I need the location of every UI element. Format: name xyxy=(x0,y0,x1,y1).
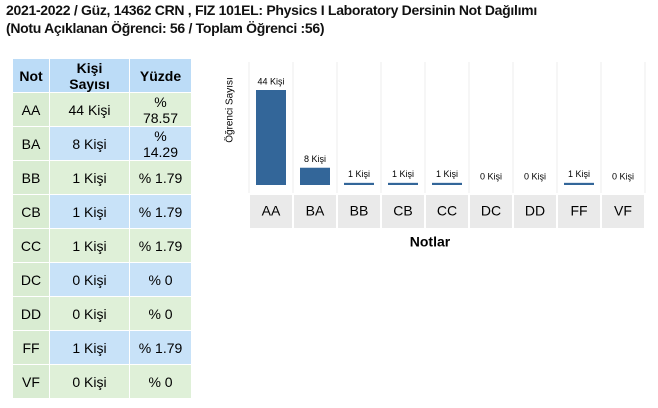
table-row: DD 0 Kişi% 0 xyxy=(12,296,192,331)
bar xyxy=(388,182,418,185)
bar xyxy=(344,182,374,185)
cell: % 1.79 xyxy=(129,330,192,365)
bar-category-box xyxy=(382,195,424,228)
bar xyxy=(256,90,286,185)
value-label: 0 Kişi xyxy=(480,171,502,181)
x-tick-label: BA xyxy=(306,203,325,219)
x-tick-label: DD xyxy=(525,203,545,219)
cell: % 1.79 xyxy=(129,228,192,263)
cell: 44 Kişi xyxy=(49,92,130,127)
bar xyxy=(300,167,330,185)
title: 2021-2022 / Güz, 14362 CRN , FIZ 101EL: … xyxy=(6,2,537,18)
cell: 0 Kişi xyxy=(49,364,130,399)
grade-cell: BA xyxy=(12,126,50,161)
table-row: CB 1 Kişi% 1.79 xyxy=(12,194,192,229)
bar xyxy=(564,182,594,185)
table-row: FF 1 Kişi% 1.79 xyxy=(12,330,192,365)
table-row: AA 44 Kişi% 78.57 xyxy=(12,92,192,127)
table-row: CC 1 Kişi% 1.79 xyxy=(12,228,192,263)
cell: % 0 xyxy=(129,262,192,297)
column-header: Yüzde xyxy=(129,58,192,93)
x-tick-label: AA xyxy=(262,203,281,219)
x-tick-label: FF xyxy=(570,203,587,219)
y-axis-title: Öğrenci Sayısı xyxy=(224,77,236,143)
cell: 0 Kişi xyxy=(49,262,130,297)
bar-category-box xyxy=(558,195,600,228)
bar xyxy=(432,182,462,185)
table-row: DC 0 Kişi% 0 xyxy=(12,262,192,297)
table-row: VF 0 Kişi% 0 xyxy=(12,364,192,399)
value-label: 44 Kişi xyxy=(257,76,284,86)
cell: % 78.57 xyxy=(129,92,192,127)
column-header: Not xyxy=(12,58,50,93)
value-label: 0 Kişi xyxy=(524,171,546,181)
cell: % 1.79 xyxy=(129,194,192,229)
bar-category-box xyxy=(294,195,336,228)
bar-category-box xyxy=(514,195,556,228)
column-header: Kişi Sayısı xyxy=(49,58,130,93)
cell: 1 Kişi xyxy=(49,160,130,195)
bar-category-box xyxy=(338,195,380,228)
grade-cell: VF xyxy=(12,364,50,399)
table-row: BA 8 Kişi% 14.29 xyxy=(12,126,192,161)
cell: 1 Kişi xyxy=(49,194,130,229)
value-label: 0 Kişi xyxy=(612,171,634,181)
value-label: 1 Kişi xyxy=(568,169,590,179)
bar-category-box xyxy=(426,195,468,228)
cell: 8 Kişi xyxy=(49,126,130,161)
grade-cell: CC xyxy=(12,228,50,263)
cell: % 14.29 xyxy=(129,126,192,161)
bar-category-box xyxy=(470,195,512,228)
cell: 0 Kişi xyxy=(49,296,130,331)
cell: 1 Kişi xyxy=(49,330,130,365)
subtitle: (Notu Açıklanan Öğrenci: 56 / Toplam Öğr… xyxy=(6,20,325,36)
grade-cell: FF xyxy=(12,330,50,365)
cell: % 1.79 xyxy=(129,160,192,195)
x-tick-label: VF xyxy=(614,203,632,219)
grade-cell: CB xyxy=(12,194,50,229)
x-tick-label: CB xyxy=(393,203,412,219)
chart: Öğrenci Sayısı Notlar AA 44 Kişi BA 8 Kişi B… xyxy=(224,62,646,250)
value-label: 8 Kişi xyxy=(304,154,326,164)
value-label: 1 Kişi xyxy=(392,169,414,179)
value-label: 1 Kişi xyxy=(436,169,458,179)
cell: % 0 xyxy=(129,296,192,331)
value-label: 1 Kişi xyxy=(348,169,370,179)
x-tick-label: BB xyxy=(350,203,369,219)
grade-table: Not Kişi Sayısı Yüzde AA 44 Kişi% 78.57 BA 8 K… xyxy=(12,58,192,399)
table-row: BB 1 Kişi% 1.79 xyxy=(12,160,192,195)
x-tick-label: DC xyxy=(481,203,501,219)
cell: % 0 xyxy=(129,364,192,399)
x-tick-label: CC xyxy=(437,203,457,219)
grade-cell: DC xyxy=(12,262,50,297)
x-axis-title: Notlar xyxy=(410,234,451,250)
grade-cell: AA xyxy=(12,92,50,127)
bar-category-box xyxy=(250,195,292,228)
cell: 1 Kişi xyxy=(49,228,130,263)
grade-cell: DD xyxy=(12,296,50,331)
bar-category-box xyxy=(602,195,644,228)
grade-cell: BB xyxy=(12,160,50,195)
